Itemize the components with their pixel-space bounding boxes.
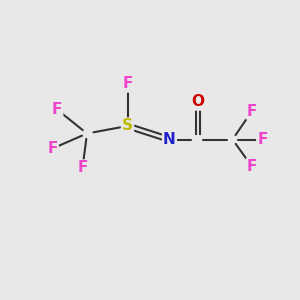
Text: F: F — [257, 132, 268, 147]
Text: N: N — [163, 132, 176, 147]
Text: F: F — [77, 160, 88, 175]
Text: O: O — [191, 94, 205, 110]
Text: F: F — [47, 141, 58, 156]
Text: S: S — [122, 118, 133, 134]
Text: F: F — [52, 102, 62, 117]
Text: F: F — [122, 76, 133, 92]
Text: F: F — [247, 159, 257, 174]
Text: F: F — [247, 103, 257, 118]
